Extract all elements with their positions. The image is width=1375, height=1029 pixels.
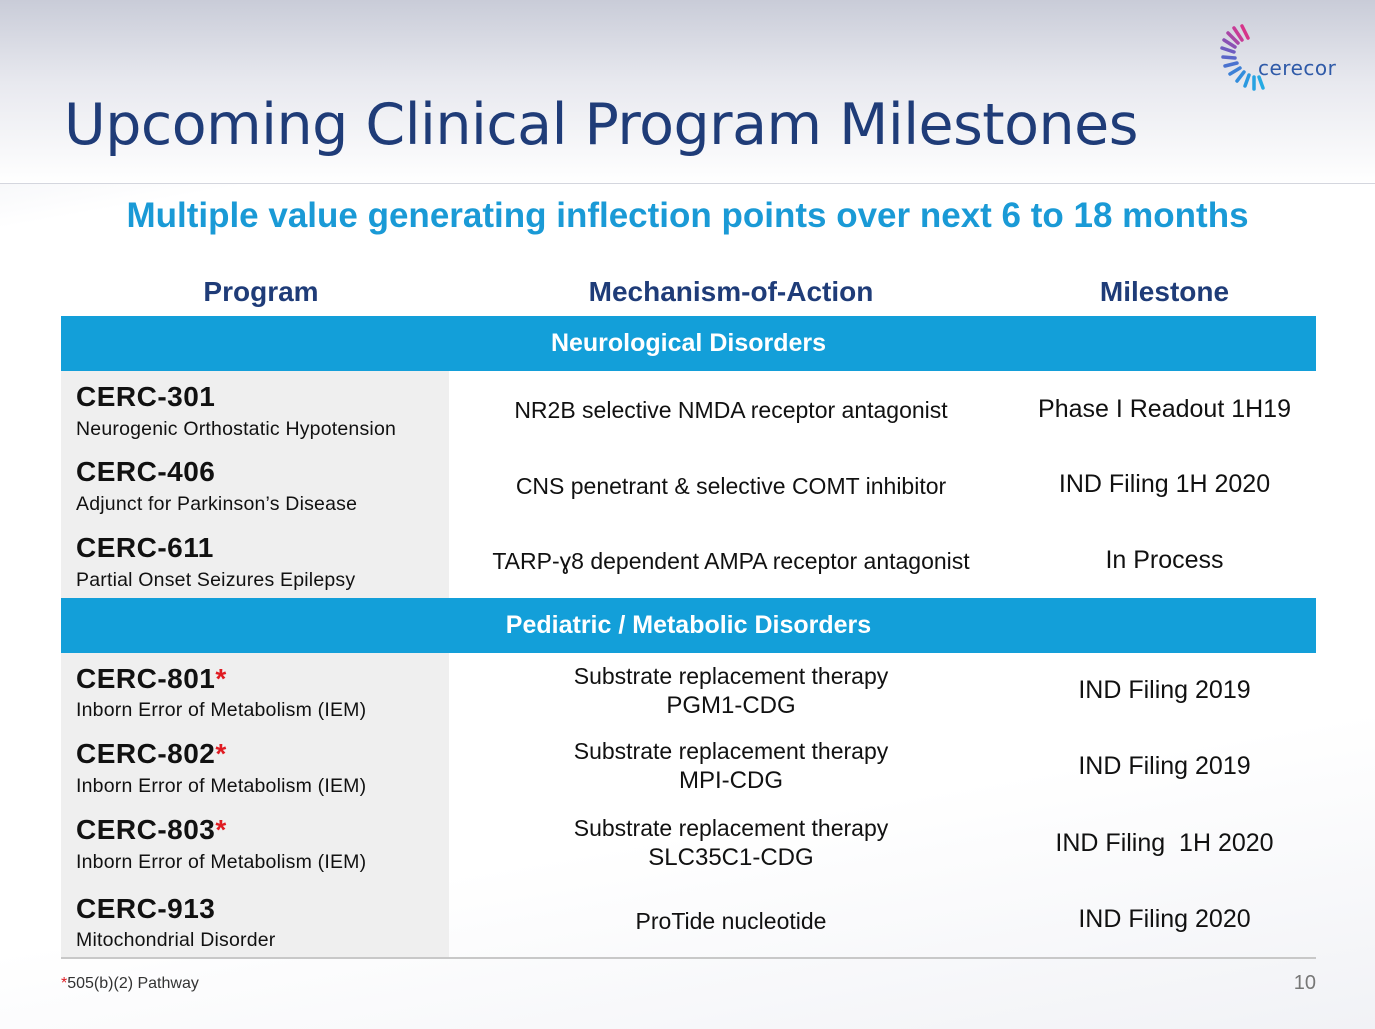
mechanism-cell: NR2B selective NMDA receptor antagonist xyxy=(514,397,948,423)
program-description: Neurogenic Orthostatic Hypotension xyxy=(76,418,397,440)
mechanism-cell: Substrate replacement therapy MPI-CDG xyxy=(573,738,889,794)
program-name: CERC-801* xyxy=(76,663,227,694)
table-row: CERC-802* Inborn Error of Metabolism (IE… xyxy=(61,729,1316,805)
milestone-cell: IND Filing 2019 xyxy=(1078,752,1251,780)
table-row: CERC-801* Inborn Error of Metabolism (IE… xyxy=(61,653,1316,729)
program-name: CERC-611 xyxy=(76,532,214,563)
milestone-cell: IND Filing 1H 2020 xyxy=(1055,829,1274,857)
program-column-bg xyxy=(61,653,449,957)
title-divider xyxy=(0,183,1375,184)
program-name: CERC-301 xyxy=(76,381,216,412)
program-name: CERC-802* xyxy=(76,738,227,769)
page-title: Upcoming Clinical Program Milestones xyxy=(64,92,1138,158)
table-row: CERC-913 Mitochondrial Disorder ProTide … xyxy=(61,882,1316,957)
program-description: Inborn Error of Metabolism (IEM) xyxy=(76,699,367,721)
header-band xyxy=(0,0,1375,184)
program-description: Partial Onset Seizures Epilepsy xyxy=(76,569,356,591)
program-description: Adjunct for Parkinson’s Disease xyxy=(76,493,358,515)
program-name: CERC-803* xyxy=(76,814,227,845)
section-band-neurological: Neurological Disorders xyxy=(61,316,1316,371)
page-number: 10 xyxy=(1293,972,1316,994)
section-band-pediatric-metabolic: Pediatric / Metabolic Disorders xyxy=(61,598,1316,653)
table-row: CERC-406 Adjunct for Parkinson’s Disease… xyxy=(61,447,1316,523)
program-name: CERC-406 xyxy=(76,456,216,487)
mechanism-cell: Substrate replacement therapy PGM1-CDG xyxy=(573,663,889,719)
milestone-cell: IND Filing 1H 2020 xyxy=(1058,470,1271,498)
mechanism-cell: ProTide nucleotide xyxy=(635,908,827,934)
column-header-mechanism: Mechanism-of-Action xyxy=(588,276,874,307)
mechanism-cell: TARP-ɣ8 dependent AMPA receptor antagoni… xyxy=(492,548,970,574)
table-row: CERC-301 Neurogenic Orthostatic Hypotens… xyxy=(61,371,1316,447)
table-row: CERC-611 Partial Onset Seizures Epilepsy… xyxy=(61,523,1316,598)
logo-wordmark: cerecor xyxy=(1258,56,1337,80)
table-bottom-rule xyxy=(61,957,1316,959)
milestone-cell: In Process xyxy=(1105,546,1224,574)
program-description: Inborn Error of Metabolism (IEM) xyxy=(76,775,367,797)
milestone-cell: IND Filing 2020 xyxy=(1078,905,1251,933)
program-name: CERC-913 xyxy=(76,893,216,924)
program-column-bg xyxy=(61,371,449,598)
milestone-cell: IND Filing 2019 xyxy=(1078,676,1251,704)
milestone-cell: Phase I Readout 1H19 xyxy=(1038,395,1291,423)
column-header-milestone: Milestone xyxy=(1099,276,1230,307)
column-header-program: Program xyxy=(203,276,319,307)
company-logo: cerecor xyxy=(1218,18,1358,108)
mechanism-cell: CNS penetrant & selective COMT inhibitor xyxy=(515,473,947,499)
footnote: *505(b)(2) Pathway xyxy=(61,975,199,992)
program-description: Mitochondrial Disorder xyxy=(76,929,276,951)
mechanism-cell: Substrate replacement therapy SLC35C1-CDG xyxy=(573,815,889,871)
logo-swirl-icon xyxy=(1220,24,1265,91)
table-row: CERC-803* Inborn Error of Metabolism (IE… xyxy=(61,805,1316,882)
program-description: Inborn Error of Metabolism (IEM) xyxy=(76,851,367,873)
page-subtitle: Multiple value generating inflection poi… xyxy=(126,196,1249,235)
